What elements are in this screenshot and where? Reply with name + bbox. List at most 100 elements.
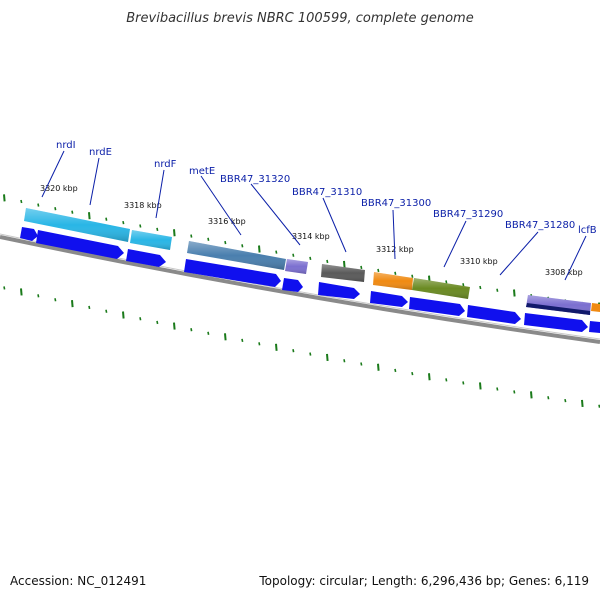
scale-tick	[275, 250, 278, 254]
scale-tick	[496, 288, 499, 292]
scale-tick	[105, 217, 108, 221]
scale-tick	[122, 220, 125, 225]
gene-label-nrdI: nrdI	[56, 140, 76, 151]
scale-tick	[20, 199, 23, 204]
scale-tick	[207, 237, 210, 241]
cds-arrow	[589, 321, 600, 333]
gene-label-BBR47_31300: BBR47_31300	[361, 198, 431, 209]
gene-label-BBR47_31290: BBR47_31290	[433, 209, 503, 220]
kbp-label: 3318 kbp	[124, 201, 162, 210]
scale-tick	[88, 305, 91, 310]
scale-tick	[377, 268, 380, 273]
gene-label-BBR47_31280: BBR47_31280	[505, 220, 575, 231]
leader-line	[499, 231, 539, 276]
scale-tick	[139, 224, 142, 228]
leader-line	[89, 157, 100, 206]
scale-tick	[37, 294, 40, 298]
cds-arrow	[20, 227, 38, 241]
leader-line	[392, 209, 396, 260]
leader-line	[322, 197, 347, 253]
scale-tick	[360, 362, 363, 366]
scale-tick	[530, 391, 533, 399]
leader-line	[155, 169, 165, 219]
cds-arrow	[126, 249, 166, 267]
scale-tick	[37, 203, 40, 207]
scale-tick	[224, 333, 227, 341]
cds-arrow	[36, 230, 124, 259]
scale-tick	[445, 378, 448, 382]
scale-tick	[105, 309, 108, 313]
scale-tick	[190, 328, 193, 332]
scale-tick	[88, 212, 91, 220]
scale-tick	[326, 353, 329, 362]
scale-tick	[54, 298, 57, 302]
gene-labels: nrdI nrdE nrdF metE BBR47_31320 BBR47_31…	[56, 140, 597, 236]
scale-tick	[224, 240, 227, 245]
scale-tick	[479, 285, 482, 290]
scale-tick	[360, 265, 363, 270]
cds-arrow	[282, 278, 303, 292]
scale-tick	[479, 382, 482, 390]
scale-tick	[190, 234, 193, 238]
scale-tick	[173, 322, 176, 330]
scale-tick	[411, 274, 414, 278]
leader-line	[41, 150, 65, 198]
gene-block-BBR47_31280-inner	[526, 303, 590, 315]
scale-tick	[275, 343, 278, 351]
scale-tick	[343, 359, 346, 363]
cds-arrow	[524, 313, 588, 332]
scale-tick	[377, 363, 380, 371]
genome-summary-text: Topology: circular; Length: 6,296,436 bp…	[258, 574, 589, 588]
scale-tick	[513, 390, 516, 394]
scale-tick	[326, 259, 329, 264]
kbp-label: 3308 kbp	[545, 268, 583, 277]
cds-arrow	[318, 282, 360, 299]
scale-tick	[411, 371, 414, 376]
gene-label-nrdF: nrdF	[154, 159, 177, 170]
cds-arrow	[184, 259, 281, 287]
scale-tick	[309, 352, 312, 356]
scale-tick	[581, 399, 584, 408]
scale-tick	[71, 210, 74, 214]
scale-tick	[207, 331, 210, 335]
scale-tick	[462, 283, 465, 287]
scale-tick	[564, 398, 567, 403]
kbp-label: 3320 kbp	[40, 184, 78, 193]
leader-line	[443, 220, 467, 268]
scale-tick	[156, 227, 159, 232]
gene-label-nrdE: nrdE	[89, 147, 112, 158]
accession-text: Accession: NC_012491	[10, 574, 146, 588]
genome-backbone	[0, 235, 600, 344]
scale-tick	[496, 387, 499, 391]
kbp-label: 3316 kbp	[208, 217, 246, 226]
scale-tick	[258, 342, 261, 346]
scale-tick	[394, 368, 397, 373]
scale-tick	[394, 271, 397, 276]
scale-tick	[547, 396, 550, 400]
gene-label-lcfB: lcfB	[578, 225, 597, 236]
scale-tick	[71, 300, 74, 308]
gene-block-lcfB	[591, 303, 600, 312]
gene-label-BBR47_31310: BBR47_31310	[292, 187, 362, 198]
leader-line	[200, 175, 242, 236]
cds-arrow	[370, 291, 408, 307]
gene-label-BBR47_31320: BBR47_31320	[220, 174, 290, 185]
scale-tick	[445, 280, 448, 284]
scale-tick	[54, 207, 57, 211]
leader-lines	[41, 150, 587, 281]
scale-tick	[513, 289, 516, 297]
scale-tick	[343, 260, 346, 269]
scale-tick	[258, 245, 261, 253]
kbp-label: 3310 kbp	[460, 257, 498, 266]
scale-tick	[156, 320, 159, 325]
leader-line	[564, 235, 587, 281]
scale-tick	[20, 288, 23, 296]
cds-arrows	[20, 227, 600, 333]
page-title: Brevibacillus brevis NBRC 100599, comple…	[126, 11, 473, 26]
gene-blocks	[24, 208, 600, 315]
scale-tick	[3, 286, 6, 290]
scale-tick	[462, 381, 465, 385]
scale-tick	[428, 373, 431, 381]
scale-tick	[292, 253, 295, 257]
